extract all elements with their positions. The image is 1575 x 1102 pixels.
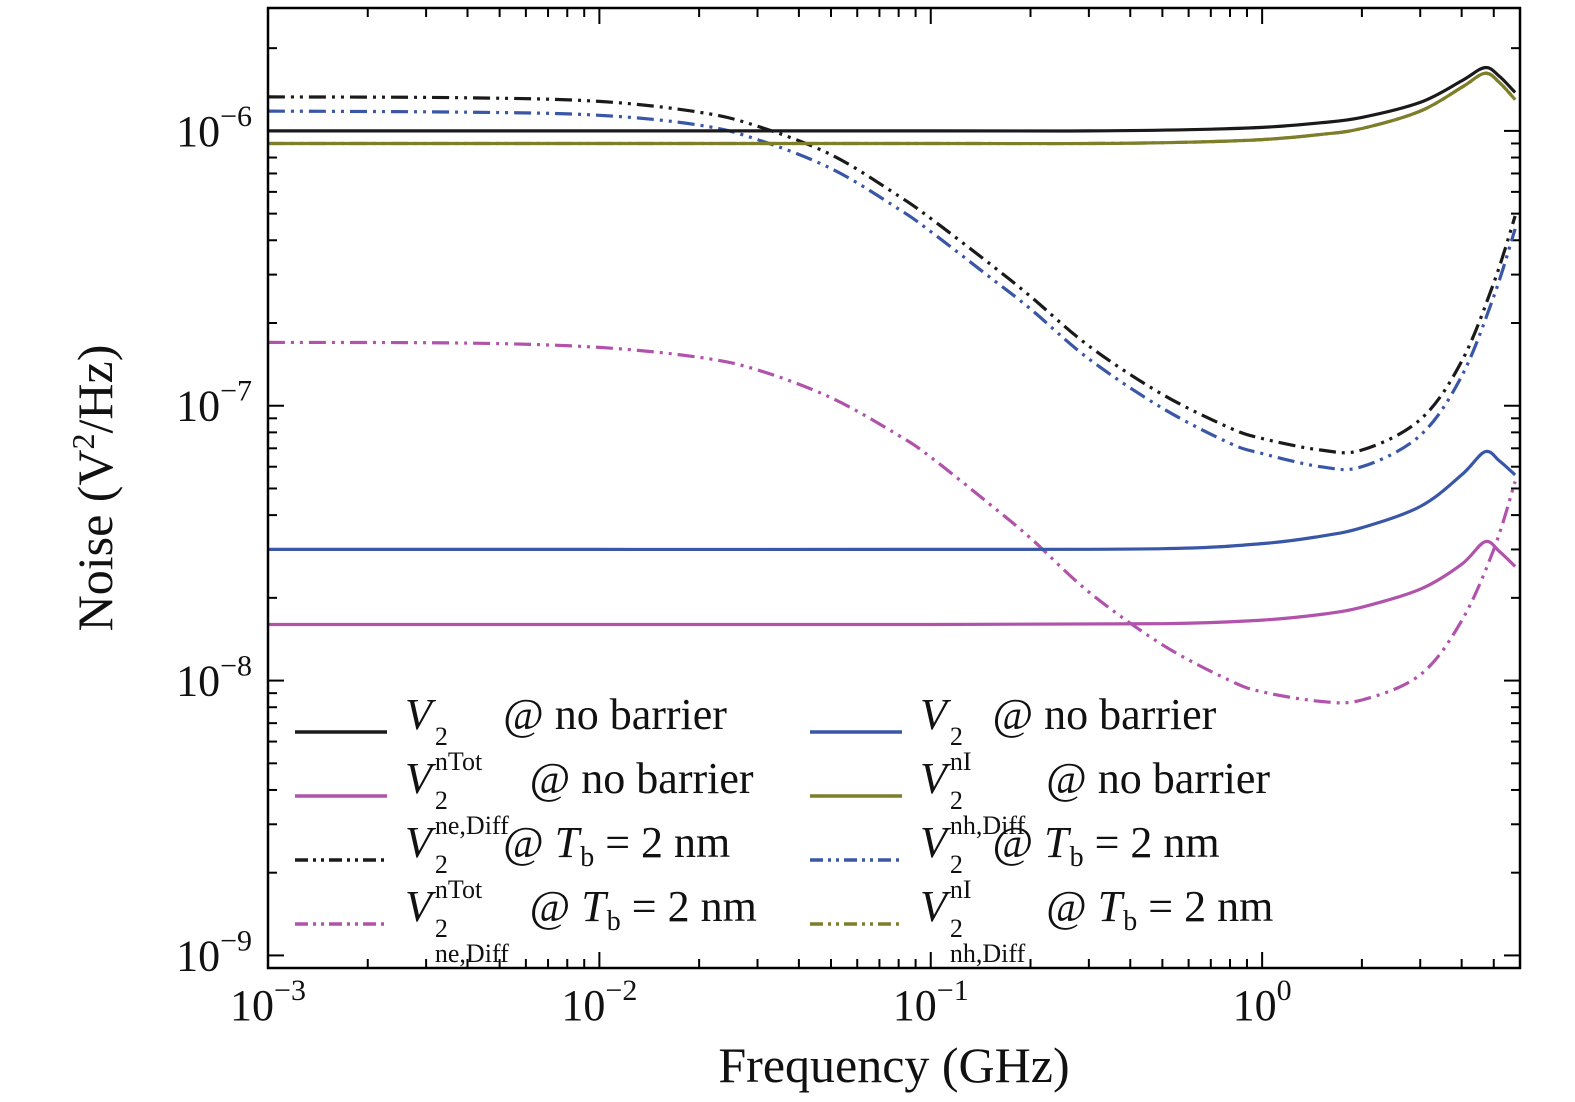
tick-label: 10−7 bbox=[176, 375, 252, 431]
series-vntot-nobarrier bbox=[269, 65, 1517, 133]
legend-label: V 2 ne,Diff @ no barrier bbox=[405, 754, 754, 840]
legend-swatch-line bbox=[295, 794, 387, 798]
series-vntot-tb2nm bbox=[269, 95, 1517, 455]
axis-ticks bbox=[267, 8, 1520, 968]
legend-item-vne-diff-tb2nm: V 2 ne,Diff @ Tb = 2 nm bbox=[295, 881, 810, 966]
plot-frame bbox=[266, 6, 1522, 970]
legend-swatch-line bbox=[810, 730, 902, 734]
y-axis-label: Noise (V2/Hz) bbox=[65, 345, 123, 632]
legend-label: V 2 ne,Diff @ Tb = 2 nm bbox=[405, 882, 757, 968]
tick-label: 10−9 bbox=[176, 924, 252, 980]
legend-label: V 2 nh,Diff @ Tb = 2 nm bbox=[920, 882, 1274, 968]
legend-label: V 2 nI @ no barrier bbox=[920, 690, 1217, 776]
legend-item-vni-tb2nm: V 2 nI @ Tb = 2 nm bbox=[810, 817, 1273, 902]
legend-swatch-line bbox=[810, 794, 902, 798]
legend-swatch-line bbox=[295, 922, 387, 926]
tick-label: 10−1 bbox=[893, 974, 969, 1030]
legend-item-vnh-diff-nobarrier: V 2 nh,Diff @ no barrier bbox=[810, 753, 1273, 838]
tick-label: 10−3 bbox=[230, 974, 306, 1030]
series-vni-nobarrier bbox=[269, 449, 1517, 552]
tick-label: 10−8 bbox=[176, 650, 252, 706]
legend-swatch-line bbox=[810, 922, 902, 926]
legend-swatch-line bbox=[810, 858, 902, 862]
legend-item-vni-nobarrier: V 2 nI @ no barrier bbox=[810, 689, 1273, 774]
legend-item-vntot-nobarrier: V 2 nTot @ no barrier bbox=[295, 689, 810, 774]
legend-item-vne-diff-nobarrier: V 2 ne,Diff @ no barrier bbox=[295, 753, 810, 838]
tick-label: 100 bbox=[1233, 974, 1292, 1030]
legend-item-vntot-tb2nm: V 2 nTot @ Tb = 2 nm bbox=[295, 817, 810, 902]
x-axis-label: Frequency (GHz) bbox=[718, 1037, 1069, 1093]
legend-swatch-line bbox=[295, 858, 387, 862]
legend-item-vnh-diff-tb2nm: V 2 nh,Diff @ Tb = 2 nm bbox=[810, 881, 1273, 966]
legend-label: V 2 nh,Diff @ no barrier bbox=[920, 754, 1271, 840]
series-vne-diff-tb2nm bbox=[269, 340, 1517, 705]
tick-label: 10−6 bbox=[176, 100, 252, 156]
legend-swatch-line bbox=[295, 730, 387, 734]
series-vnh-diff-nobarrier bbox=[269, 71, 1517, 146]
series-vne-diff-nobarrier bbox=[269, 539, 1517, 627]
chart-legend: V 2 nTot @ no barrier V 2 ne,Diff @ no barrie… bbox=[295, 690, 1273, 966]
tick-label: 10−2 bbox=[561, 974, 637, 1030]
legend-label: V 2 nTot @ Tb = 2 nm bbox=[405, 818, 731, 904]
legend-label: V 2 nI @ Tb = 2 nm bbox=[920, 818, 1220, 904]
series-vni-tb2nm bbox=[269, 109, 1517, 472]
legend-label: V 2 nTot @ no barrier bbox=[405, 690, 727, 776]
